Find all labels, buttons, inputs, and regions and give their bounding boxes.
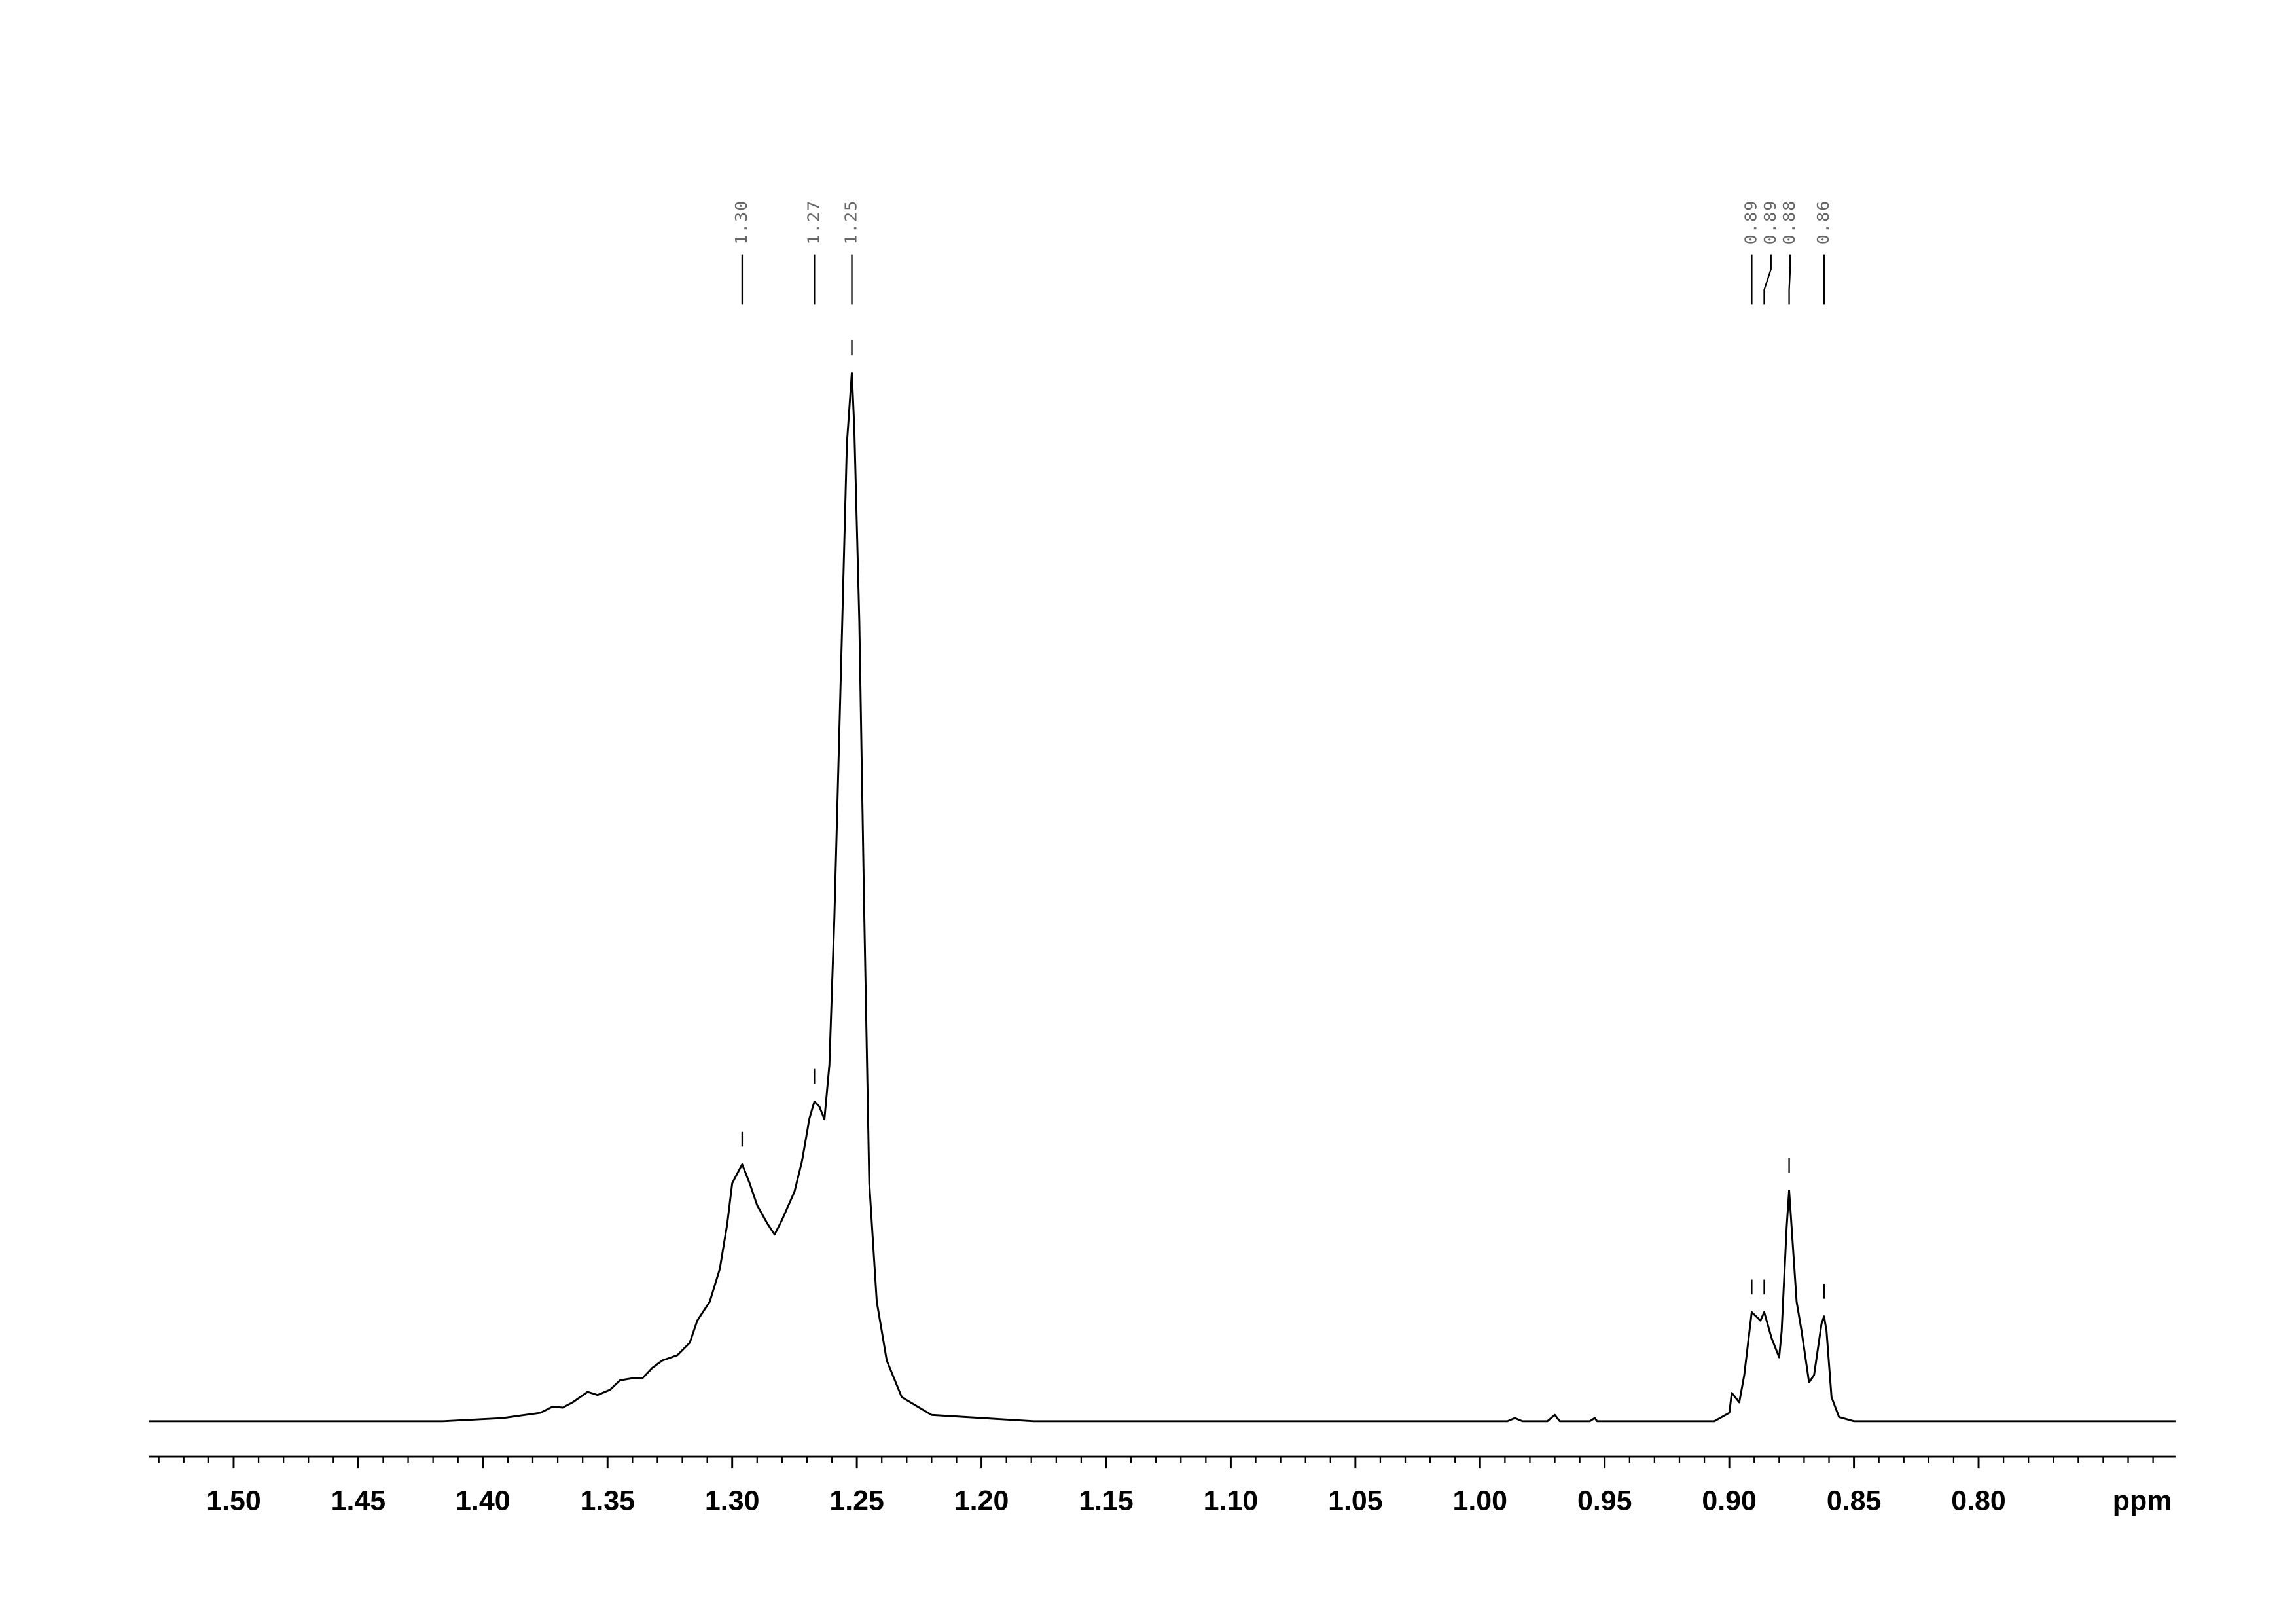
- peak-connector: [1763, 254, 1772, 305]
- peak-label: 0.89: [1741, 199, 1760, 244]
- x-tick-label: 1.00: [1453, 1485, 1508, 1516]
- peak-label: 1.27: [804, 199, 823, 244]
- spectrum-line: [149, 371, 2176, 1423]
- x-tick-label: 1.40: [456, 1485, 511, 1516]
- x-tick-label: 1.20: [954, 1485, 1009, 1516]
- x-tick-label: 1.10: [1204, 1485, 1259, 1516]
- x-tick-label: 1.15: [1079, 1485, 1134, 1516]
- x-tick-label: 1.25: [829, 1485, 884, 1516]
- x-tick-label: 1.45: [331, 1485, 386, 1516]
- peak-label: 1.25: [842, 199, 861, 244]
- peak-connector: [1788, 254, 1791, 305]
- x-tick-label: 1.35: [581, 1485, 636, 1516]
- x-tick-label: 1.50: [206, 1485, 261, 1516]
- peak-label: 0.86: [1814, 199, 1833, 244]
- peak-label: 0.88: [1780, 199, 1799, 244]
- x-tick-label: 0.95: [1577, 1485, 1632, 1516]
- x-tick-label: 0.90: [1702, 1485, 1757, 1516]
- x-tick-label: 0.80: [1951, 1485, 2006, 1516]
- x-tick-label: 1.30: [705, 1485, 760, 1516]
- x-tick-label: 1.05: [1328, 1485, 1383, 1516]
- peak-label: 1.30: [732, 199, 751, 244]
- x-tick-label: 0.85: [1827, 1485, 1882, 1516]
- x-axis-label: ppm: [2113, 1485, 2172, 1516]
- peak-label: 0.89: [1761, 199, 1780, 244]
